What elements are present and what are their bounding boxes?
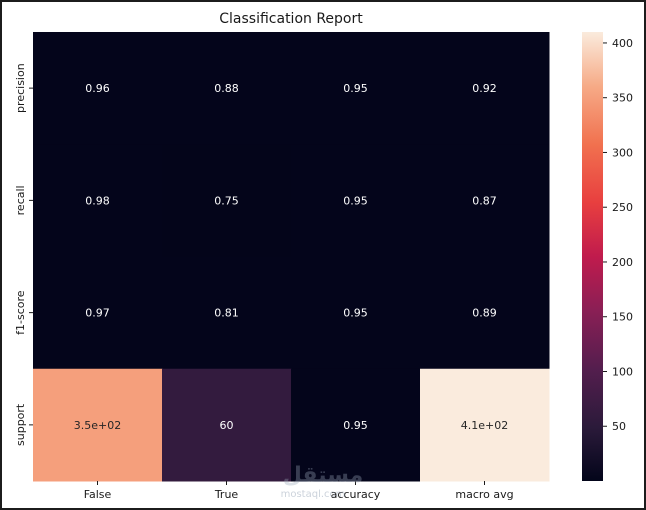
heatmap-cell (420, 32, 550, 145)
heatmap-cell (291, 256, 421, 370)
cell-annotation: 0.96 (85, 82, 110, 95)
cell-annotation: 60 (220, 419, 234, 432)
x-tick-label: True (214, 488, 239, 501)
x-tick-labels: False True accuracy macro avg (84, 481, 514, 501)
heatmap-cell (33, 144, 163, 257)
colorbar (582, 32, 603, 481)
colorbar-tick-label: 300 (612, 146, 633, 159)
y-tick-label: recall (14, 185, 27, 215)
heatmap-cells (33, 32, 550, 482)
cell-annotation: 0.81 (214, 307, 239, 320)
cell-annotation: 3.5e+02 (74, 419, 121, 432)
y-tick-label: f1-score (14, 290, 27, 335)
y-tick-labels: precision recall f1-score support (14, 63, 33, 446)
colorbar-tick-label: 350 (612, 92, 633, 105)
heatmap-cell (162, 32, 292, 145)
cell-annotation: 4.1e+02 (461, 419, 508, 432)
heatmap-annotations: 0.96 0.88 0.95 0.92 0.98 0.75 0.95 0.87 0.97 0.81… (74, 82, 508, 432)
heatmap-cell (291, 144, 421, 257)
heatmap-cell (162, 144, 292, 257)
colorbar-tick-label: 400 (612, 37, 633, 50)
x-tick-label: macro avg (455, 488, 513, 501)
heatmap-cell (420, 368, 550, 482)
watermark: مستقل mostaql.com (281, 463, 364, 500)
colorbar-tick-label: 200 (612, 256, 633, 269)
cell-annotation: 0.89 (472, 307, 497, 320)
cell-annotation: 0.95 (343, 307, 368, 320)
x-tick-label: accuracy (331, 488, 381, 501)
colorbar-tick-label: 150 (612, 311, 633, 324)
heatmap-cell (162, 256, 292, 370)
heatmap-cell (162, 368, 292, 482)
heatmap-cell (33, 256, 163, 370)
colorbar-tick-label: 250 (612, 201, 633, 214)
y-tick-label: precision (14, 63, 27, 113)
heatmap-cell (33, 32, 163, 145)
cell-annotation: 0.87 (472, 194, 497, 207)
chart-title: Classification Report (219, 11, 363, 27)
cell-annotation: 0.92 (472, 82, 497, 95)
heatmap-cell (33, 368, 163, 482)
cell-annotation: 0.97 (85, 307, 110, 320)
heatmap-cell (420, 144, 550, 257)
cell-annotation: 0.98 (85, 194, 110, 207)
colorbar-tick-label: 50 (612, 420, 626, 433)
cell-annotation: 0.75 (214, 194, 239, 207)
cell-annotation: 0.88 (214, 82, 239, 95)
cell-annotation: 0.95 (343, 419, 368, 432)
cell-annotation: 0.95 (343, 194, 368, 207)
colorbar-ticks: 50 100 150 200 250 300 350 400 (603, 37, 633, 433)
cell-annotation: 0.95 (343, 82, 368, 95)
heatmap-cell (420, 256, 550, 370)
watermark-subtext: mostaql.com (281, 489, 346, 500)
x-tick-label: False (84, 488, 112, 501)
watermark-logo: مستقل (283, 463, 363, 488)
heatmap-cell (291, 368, 421, 482)
colorbar-tick-label: 100 (612, 365, 633, 378)
heatmap-cell (291, 32, 421, 145)
y-tick-label: support (14, 403, 27, 446)
